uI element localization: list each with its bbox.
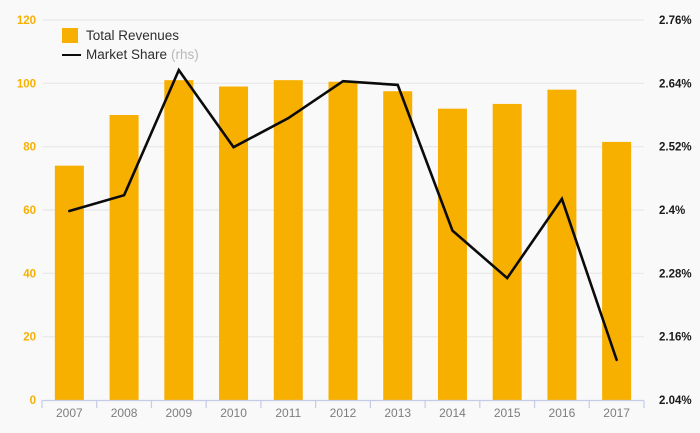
legend: Total Revenues Market Share (rhs): [62, 27, 199, 65]
left-axis-tick-label: 100: [17, 78, 36, 90]
right-axis-tick-label: 2.64%: [659, 78, 692, 90]
left-axis-tick-label: 120: [17, 15, 36, 27]
legend-rhs-note: (rhs): [171, 47, 199, 62]
left-axis-tick-label: 0: [30, 395, 36, 407]
left-axis-tick-label: 80: [23, 142, 36, 154]
bar-2007: [54, 165, 84, 400]
bar-2010: [219, 86, 249, 400]
bar-2008: [109, 115, 139, 400]
x-axis-year-label: 2008: [111, 406, 138, 420]
bar-2017: [602, 141, 632, 400]
left-axis-tick-label: 40: [23, 268, 36, 280]
x-axis-year-label: 2013: [384, 406, 411, 420]
x-axis-year-label: 2010: [220, 406, 247, 420]
bar-2015: [492, 103, 522, 401]
total-revenues-swatch-icon: [62, 28, 78, 43]
bar-2012: [328, 81, 358, 400]
legend-item-total-revenues: Total Revenues: [62, 27, 199, 44]
x-axis-year-label: 2012: [330, 406, 357, 420]
bar-2016: [547, 89, 577, 401]
left-axis-tick-label: 60: [23, 205, 36, 217]
right-axis-tick-label: 2.28%: [659, 268, 692, 280]
market-share-line: [68, 67, 618, 362]
legend-label-total-revenues: Total Revenues: [86, 28, 180, 43]
bar-2014: [437, 108, 467, 401]
x-axis-year-label: 2016: [549, 406, 576, 420]
bar-2011: [273, 80, 303, 401]
right-axis-tick-label: 2.16%: [659, 332, 692, 344]
legend-label-market-share: Market Share: [86, 47, 168, 62]
x-axis-year-label: 2017: [603, 406, 630, 420]
left-axis-tick-label: 20: [23, 332, 36, 344]
x-axis-year-label: 2014: [439, 406, 466, 420]
right-axis-tick-label: 2.4%: [659, 205, 685, 217]
market-share-line-icon: [62, 53, 81, 56]
legend-item-market-share: Market Share (rhs): [62, 46, 199, 63]
x-axis-year-label: 2009: [165, 406, 192, 420]
x-axis-year-label: 2011: [275, 406, 301, 420]
right-axis-tick-label: 2.76%: [659, 15, 692, 27]
bar-2013: [383, 91, 413, 400]
right-axis-tick-label: 2.52%: [659, 142, 692, 154]
bar-2009: [164, 80, 194, 401]
x-axis-year-label: 2015: [494, 406, 521, 420]
x-axis-year-label: 2007: [56, 406, 83, 420]
right-axis-tick-label: 2.04%: [659, 395, 692, 407]
